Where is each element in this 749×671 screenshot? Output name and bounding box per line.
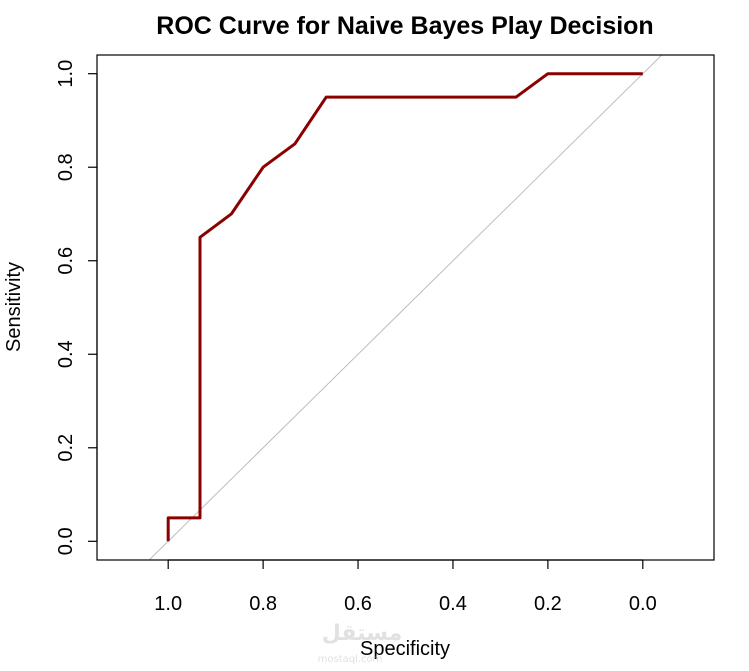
- y-tick-label: 0.8: [55, 153, 77, 181]
- x-axis: 1.0 0.8 0.6 0.4 0.2 0.0: [154, 559, 657, 615]
- reference-line-layer: [148, 54, 663, 561]
- x-tick-label: 0.8: [249, 593, 277, 615]
- y-tick-label: 0.2: [55, 434, 77, 462]
- watermark: مستقل mostaql.com: [318, 621, 403, 665]
- watermark-latin: mostaql.com: [318, 654, 383, 665]
- y-tick-label: 0.6: [55, 247, 77, 275]
- x-tick-label: 1.0: [154, 593, 182, 615]
- y-axis-label: Sensitivity: [3, 262, 25, 352]
- y-axis: 0.0 0.2 0.4 0.6 0.8 1.0: [55, 60, 98, 555]
- y-tick-label: 0.4: [55, 340, 77, 368]
- x-axis-label: Specificity: [360, 638, 450, 660]
- reference-diagonal-line: [148, 54, 663, 561]
- x-tick-label: 0.6: [344, 593, 372, 615]
- y-tick-label: 0.0: [55, 527, 77, 555]
- roc-curve-line: [166, 72, 643, 542]
- series-layer: [166, 72, 643, 542]
- x-tick-label: 0.2: [534, 593, 562, 615]
- watermark-arabic: مستقل: [322, 621, 402, 646]
- x-tick-label: 0.4: [439, 593, 467, 615]
- chart-title: ROC Curve for Naive Bayes Play Decision: [156, 12, 653, 40]
- y-tick-label: 1.0: [55, 60, 77, 88]
- x-tick-label: 0.0: [629, 593, 657, 615]
